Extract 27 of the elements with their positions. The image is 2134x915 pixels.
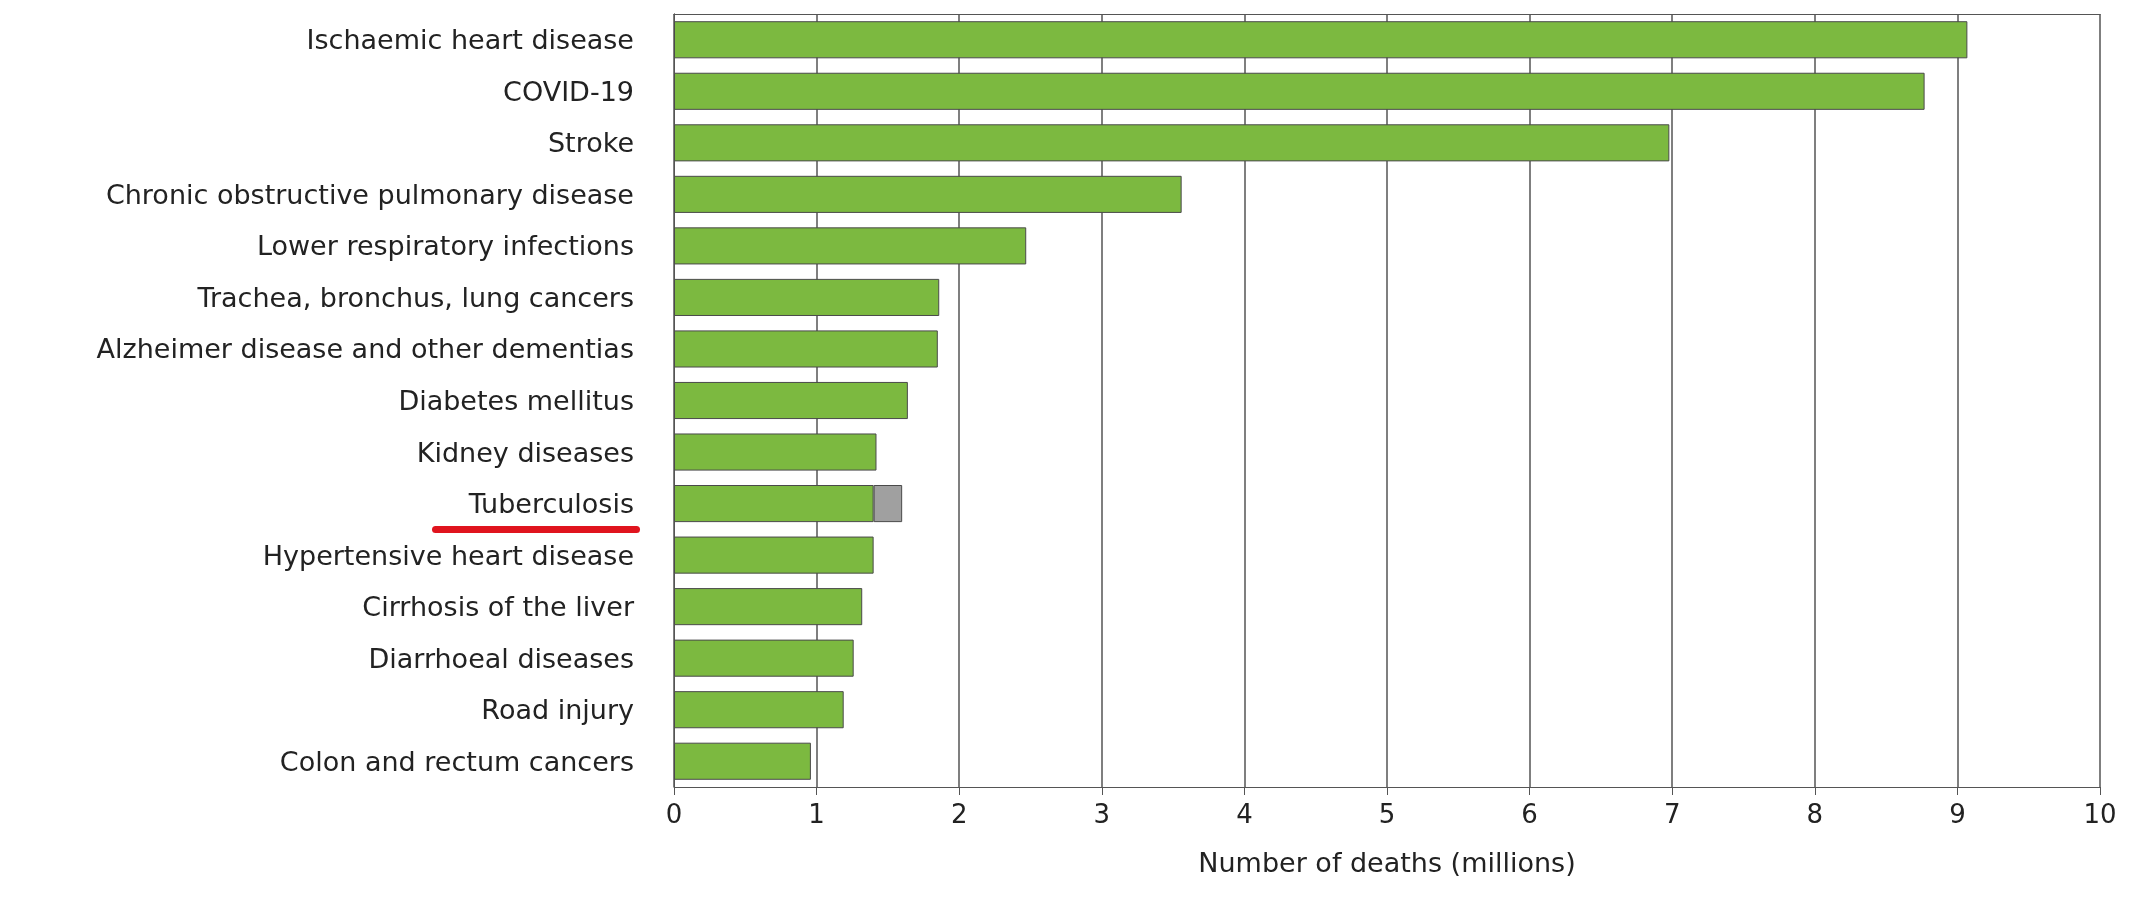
y-tick-label: Stroke	[547, 127, 634, 159]
y-tick-label: Kidney diseases	[416, 436, 634, 468]
y-tick-label: Chronic obstructive pulmonary disease	[105, 178, 634, 210]
y-tick-label: Alzheimer disease and other dementias	[96, 333, 634, 365]
x-tick-label: 1	[808, 799, 825, 829]
x-tick-label: 0	[665, 799, 683, 829]
y-tick-label: Road injury	[481, 694, 635, 726]
y-tick-label: Diarrhoeal diseases	[368, 642, 634, 674]
y-tick-label: COVID-19	[503, 75, 634, 107]
x-tick-label: 9	[1949, 799, 1966, 829]
x-tick-label: 3	[1093, 799, 1111, 829]
x-tick-label: 4	[1236, 799, 1253, 829]
y-tick-label: Colon and rectum cancers	[279, 745, 634, 777]
y-tick-label: Lower respiratory infections	[256, 230, 634, 262]
y-tick-label: Trachea, bronchus, lung cancers	[196, 281, 634, 313]
x-tick-label: 10	[2083, 799, 2117, 829]
x-axis-title: Number of deaths (millions)	[1198, 847, 1576, 878]
x-tick-label: 8	[1806, 799, 1824, 829]
y-tick-label: Diabetes mellitus	[398, 385, 634, 416]
x-tick-label: 7	[1663, 799, 1681, 829]
x-tick-label: 6	[1521, 799, 1538, 829]
y-tick-label: Hypertensive heart disease	[262, 539, 634, 571]
y-tick-label: Cirrhosis of the liver	[362, 591, 635, 623]
x-tick-label: 2	[950, 799, 968, 829]
y-tick-label: Ischaemic heart disease	[306, 24, 634, 56]
x-tick-label: 5	[1378, 799, 1396, 829]
y-tick-label: Tuberculosis	[467, 488, 634, 520]
